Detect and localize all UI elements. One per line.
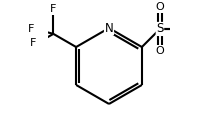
Text: F: F bbox=[30, 38, 36, 48]
Text: S: S bbox=[156, 22, 164, 35]
Text: O: O bbox=[156, 46, 164, 56]
Text: F: F bbox=[50, 4, 56, 14]
Text: N: N bbox=[105, 22, 113, 35]
Text: F: F bbox=[28, 24, 34, 34]
Text: O: O bbox=[156, 2, 164, 12]
